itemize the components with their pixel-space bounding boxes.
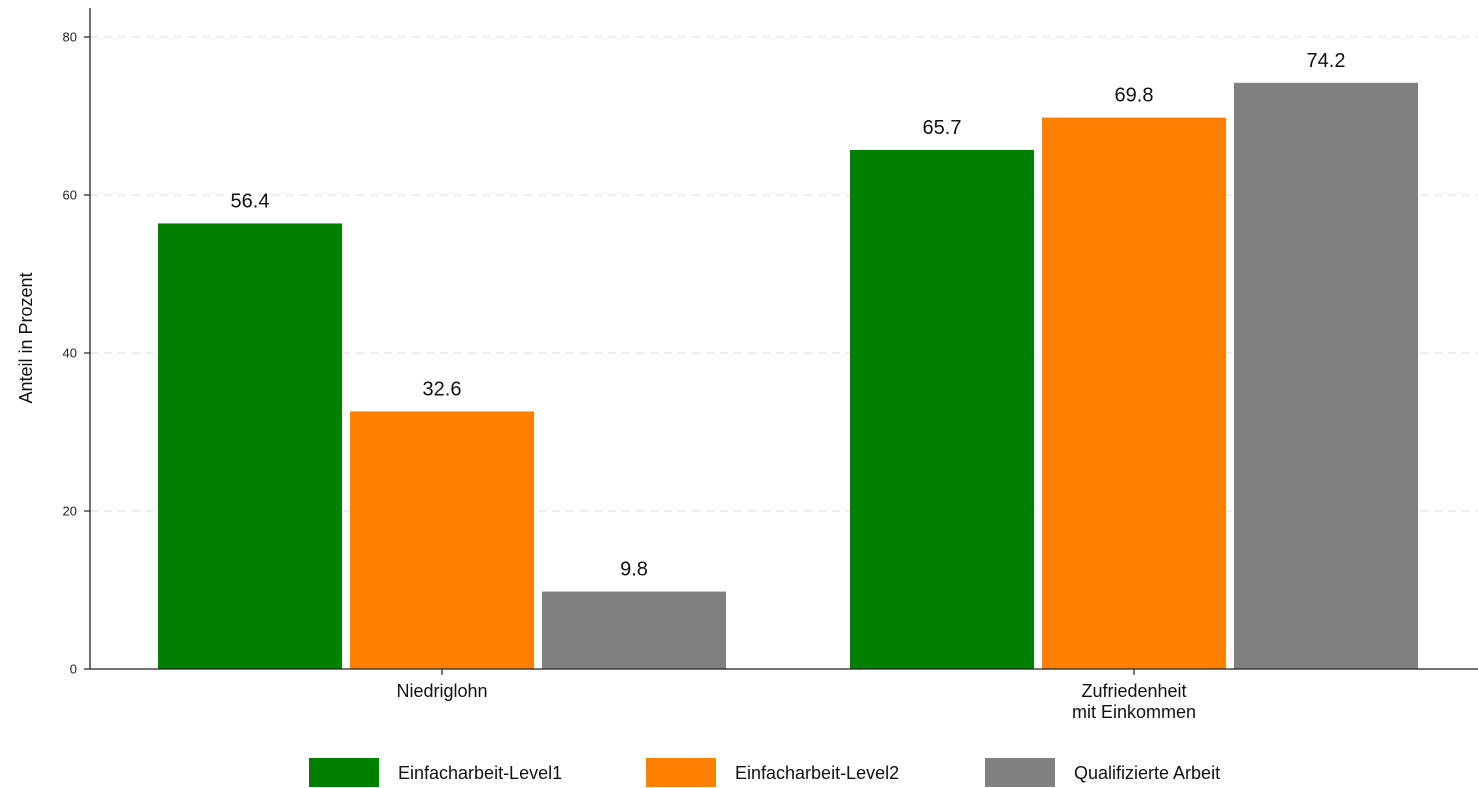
- y-tick-label: 20: [63, 504, 77, 519]
- data-labels: 56.4 65.7 32.6 69.8 9.8 74.2: [231, 50, 1346, 581]
- legend-label: Einfacharbeit-Level1: [398, 763, 562, 783]
- legend-label: Einfacharbeit-Level2: [735, 763, 899, 783]
- bar-value-label: 9.8: [620, 559, 648, 581]
- axes: [89, 8, 1478, 670]
- legend-label: Qualifizierte Arbeit: [1074, 763, 1220, 783]
- y-tick-label: 80: [63, 30, 77, 45]
- bar-value-label: 65.7: [923, 117, 962, 139]
- category-label: Niedriglohn: [396, 681, 487, 701]
- bar: [1042, 117, 1226, 669]
- category-label: Zufriedenheit: [1081, 681, 1186, 701]
- legend: Einfacharbeit-Level1 Einfacharbeit-Level2…: [309, 758, 1220, 787]
- bars: [158, 82, 1418, 670]
- bar: [850, 149, 1034, 670]
- bar-value-label: 74.2: [1307, 50, 1346, 72]
- y-axis-title: Anteil in Prozent: [16, 272, 36, 403]
- y-tick-label: 60: [63, 188, 77, 203]
- bar: [542, 591, 726, 669]
- bar-value-label: 69.8: [1115, 85, 1154, 107]
- y-tick-label: 0: [70, 662, 77, 677]
- bar-value-label: 32.6: [423, 378, 462, 400]
- bar: [350, 411, 534, 669]
- bar: [158, 223, 342, 669]
- y-ticks: 0 20 40 60 80: [63, 30, 90, 677]
- y-tick-label: 40: [63, 346, 77, 361]
- bar: [1234, 82, 1418, 669]
- category-label: mit Einkommen: [1072, 702, 1196, 722]
- bar-value-label: 56.4: [231, 190, 270, 212]
- legend-swatch: [646, 758, 716, 787]
- legend-swatch: [985, 758, 1055, 787]
- legend-swatch: [309, 758, 379, 787]
